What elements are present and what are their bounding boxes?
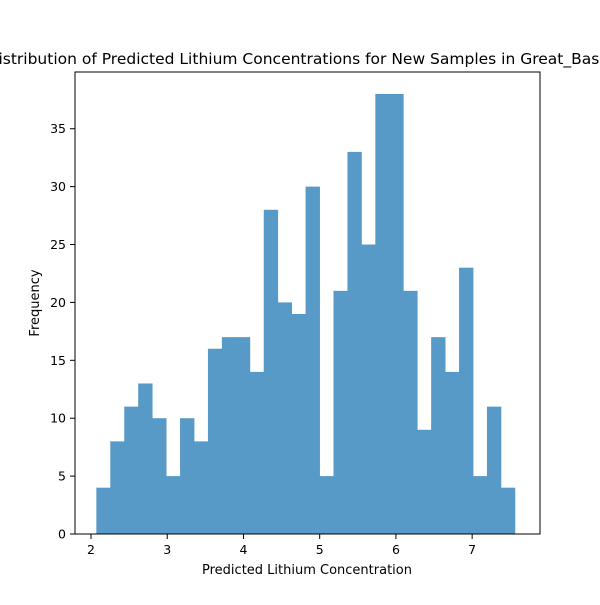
x-tick-label: 4 (239, 542, 247, 557)
histogram-bar (486, 406, 502, 534)
y-axis: 0 5 10 15 20 25 30 35 (50, 121, 75, 542)
histogram-bar (431, 337, 446, 534)
histogram-bar (235, 337, 251, 534)
y-tick-label: 20 (50, 295, 66, 310)
histogram-bar (319, 476, 334, 534)
x-tick-label: 5 (316, 542, 324, 557)
histogram-bar (375, 94, 390, 534)
y-tick-label: 15 (50, 353, 66, 368)
histogram-bar (166, 476, 181, 534)
y-tick-label: 35 (50, 121, 66, 136)
histogram-bar (249, 371, 265, 534)
y-tick-label: 25 (50, 237, 66, 252)
histogram-bar (305, 186, 320, 534)
histogram-bar (124, 406, 139, 534)
histogram-bar (389, 94, 404, 534)
y-tick-label: 10 (50, 411, 66, 426)
histogram-bar (347, 151, 362, 535)
histogram-bar (500, 487, 516, 534)
chart-title: Distribution of Predicted Lithium Concen… (0, 50, 600, 69)
histogram-bar (96, 487, 111, 534)
x-tick-label: 3 (163, 542, 171, 557)
x-axis: 2 3 4 5 6 7 (87, 534, 476, 557)
x-tick-label: 7 (468, 542, 476, 557)
histogram-bar (110, 441, 125, 534)
histogram-bar (263, 209, 279, 534)
histogram-bar (277, 302, 293, 534)
x-tick-label: 2 (87, 542, 95, 557)
histogram-bar (291, 314, 306, 534)
histogram-bar (333, 290, 348, 534)
histogram-bar (180, 418, 195, 534)
histogram-bar (459, 267, 474, 534)
histogram-bar (207, 348, 223, 534)
plot-frame (74, 71, 541, 535)
x-tick-label: 6 (392, 542, 400, 557)
y-tick-label: 5 (58, 469, 66, 484)
histogram-bar (472, 476, 488, 534)
histogram-bar (445, 371, 460, 534)
histogram-bar (417, 429, 432, 534)
y-axis-label: Frequency (28, 269, 43, 336)
bars-group (96, 94, 516, 535)
y-tick-label: 0 (58, 527, 66, 542)
histogram-bar (361, 244, 376, 535)
histogram-bar (152, 418, 167, 534)
histogram-bar (138, 383, 153, 534)
x-axis-label: Predicted Lithium Concentration (202, 563, 412, 578)
histogram-bar (193, 441, 209, 534)
histogram-bar (221, 337, 237, 534)
y-tick-label: 30 (50, 179, 66, 194)
histogram-bar (403, 290, 418, 534)
